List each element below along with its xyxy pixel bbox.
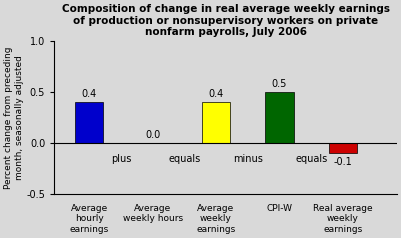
Text: 0.4: 0.4	[81, 89, 97, 99]
Bar	[329, 143, 357, 154]
Title: Composition of change in real average weekly earnings
of production or nonsuperv: Composition of change in real average we…	[61, 4, 389, 37]
Text: 0.0: 0.0	[145, 130, 160, 140]
Text: equals: equals	[295, 154, 327, 164]
Text: plus: plus	[111, 154, 131, 164]
Text: 0.4: 0.4	[209, 89, 224, 99]
Bar	[265, 92, 294, 143]
Text: 0.5: 0.5	[272, 79, 287, 89]
Y-axis label: Percent change from preceding
month, seasonally adjusted: Percent change from preceding month, sea…	[4, 46, 24, 189]
Bar	[75, 102, 103, 143]
Bar	[202, 102, 230, 143]
Text: equals: equals	[168, 154, 200, 164]
Text: -0.1: -0.1	[334, 158, 352, 168]
Text: minus: minus	[233, 154, 263, 164]
